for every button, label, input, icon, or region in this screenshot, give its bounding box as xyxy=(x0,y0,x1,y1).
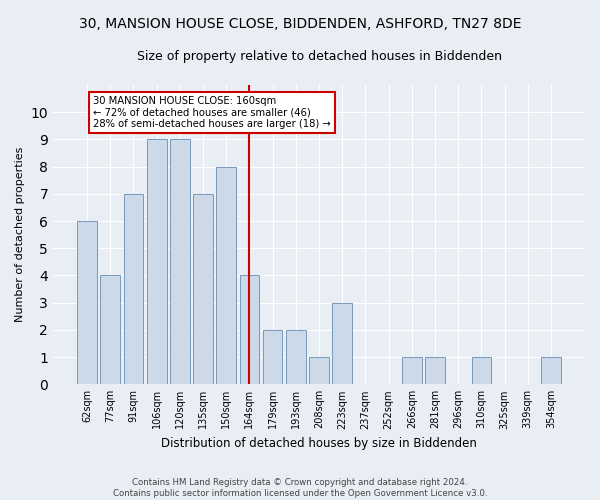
Bar xyxy=(309,357,329,384)
Bar xyxy=(124,194,143,384)
Text: 30, MANSION HOUSE CLOSE, BIDDENDEN, ASHFORD, TN27 8DE: 30, MANSION HOUSE CLOSE, BIDDENDEN, ASHF… xyxy=(79,18,521,32)
Bar xyxy=(77,221,97,384)
Text: Contains HM Land Registry data © Crown copyright and database right 2024.
Contai: Contains HM Land Registry data © Crown c… xyxy=(113,478,487,498)
Bar xyxy=(332,302,352,384)
Bar xyxy=(217,166,236,384)
Bar xyxy=(472,357,491,384)
Bar xyxy=(263,330,283,384)
Bar xyxy=(402,357,422,384)
Bar xyxy=(170,140,190,384)
Bar xyxy=(239,276,259,384)
Bar xyxy=(541,357,561,384)
Bar xyxy=(286,330,305,384)
Title: Size of property relative to detached houses in Biddenden: Size of property relative to detached ho… xyxy=(137,50,502,63)
Bar xyxy=(193,194,213,384)
Text: 30 MANSION HOUSE CLOSE: 160sqm
← 72% of detached houses are smaller (46)
28% of : 30 MANSION HOUSE CLOSE: 160sqm ← 72% of … xyxy=(93,96,331,129)
Bar xyxy=(425,357,445,384)
Bar xyxy=(147,140,167,384)
Y-axis label: Number of detached properties: Number of detached properties xyxy=(15,147,25,322)
Bar xyxy=(100,276,120,384)
X-axis label: Distribution of detached houses by size in Biddenden: Distribution of detached houses by size … xyxy=(161,437,477,450)
